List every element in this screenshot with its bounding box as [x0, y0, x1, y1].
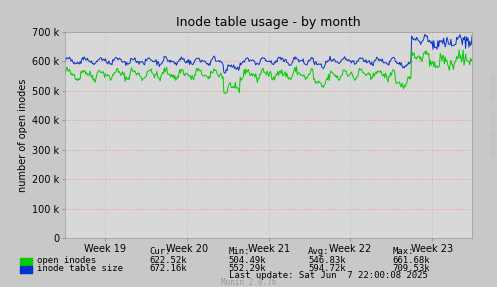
Text: open inodes: open inodes — [37, 257, 96, 265]
Text: 672.16k: 672.16k — [149, 264, 187, 273]
Text: 709.53k: 709.53k — [393, 264, 430, 273]
Y-axis label: number of open inodes: number of open inodes — [17, 78, 28, 192]
Text: Last update: Sat Jun  7 22:00:08 2025: Last update: Sat Jun 7 22:00:08 2025 — [229, 272, 427, 280]
Text: 504.49k: 504.49k — [229, 257, 266, 265]
Text: 661.68k: 661.68k — [393, 257, 430, 265]
Text: inode table size: inode table size — [37, 264, 123, 273]
Text: 552.29k: 552.29k — [229, 264, 266, 273]
Text: Min:: Min: — [229, 247, 250, 256]
Text: 594.72k: 594.72k — [308, 264, 346, 273]
Text: 546.83k: 546.83k — [308, 257, 346, 265]
Text: Avg:: Avg: — [308, 247, 330, 256]
Title: Inode table usage - by month: Inode table usage - by month — [176, 16, 361, 29]
Text: 622.52k: 622.52k — [149, 257, 187, 265]
Text: Munin 2.0.76: Munin 2.0.76 — [221, 278, 276, 287]
Text: Cur:: Cur: — [149, 247, 170, 256]
Text: Max:: Max: — [393, 247, 414, 256]
Text: RRDTOOL / TOBI OETIKER: RRDTOOL / TOBI OETIKER — [490, 73, 495, 156]
